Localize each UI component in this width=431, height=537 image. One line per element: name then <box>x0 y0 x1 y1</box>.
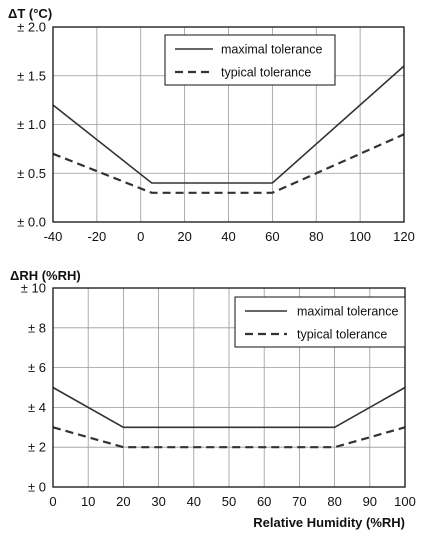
x-tick-label: 120 <box>393 229 415 244</box>
maximal-tolerance-line <box>52 65 405 184</box>
x-tick-label: 40 <box>187 494 201 509</box>
x-tick-label: 10 <box>81 494 95 509</box>
y-tick-label: ± 2.0 <box>17 20 46 35</box>
x-tick-label: 0 <box>49 494 56 509</box>
y-tick-label: ± 0.5 <box>17 166 46 181</box>
plot-frame <box>52 287 406 488</box>
x-axis-title: Relative Humidity (%RH) <box>253 515 405 530</box>
y-tick-label: ± 1.5 <box>17 68 46 83</box>
y-tick-label: ± 6 <box>28 360 46 375</box>
y-tick-label: ± 10 <box>21 281 46 296</box>
legend-entry: maximal tolerance <box>221 43 322 57</box>
legend-entry: maximal tolerance <box>297 305 398 319</box>
x-tick-label: 20 <box>177 229 191 244</box>
y-axis-title: ΔT (°C) <box>8 6 52 21</box>
temperature-tolerance-chart: -40 -20 0 20 40 60 80 100 120 ± 0.0 ± 0.5 ± 1.0 ± 1.… <box>8 6 415 244</box>
x-tick-label: 100 <box>349 229 371 244</box>
x-tick-label: 100 <box>394 494 416 509</box>
y-tick-label: ± 8 <box>28 320 46 335</box>
legend-box <box>234 296 406 348</box>
y-axis-title: ΔRH (%RH) <box>10 268 81 283</box>
x-tick-label: 0 <box>137 229 144 244</box>
x-tick-label: -20 <box>87 229 106 244</box>
y-tick-label: ± 2 <box>28 440 46 455</box>
x-tick-label: 20 <box>116 494 130 509</box>
y-tick-label: ± 4 <box>28 400 46 415</box>
humidity-tolerance-chart: 0 10 20 30 40 50 60 70 80 90 100 ± 0 ± 2 ± 4 ± 6 ± 8 ± 1… <box>10 268 416 530</box>
y-tick-label: ± 0.0 <box>17 215 46 230</box>
x-tick-label: 60 <box>257 494 271 509</box>
x-tick-label: 40 <box>221 229 235 244</box>
x-tick-label: 60 <box>265 229 279 244</box>
x-tick-label: -40 <box>44 229 63 244</box>
legend: maximal tolerance typical tolerance <box>164 34 336 86</box>
y-tick-label: ± 0 <box>28 480 46 495</box>
typical-tolerance-line <box>52 133 405 194</box>
legend-box <box>164 34 336 86</box>
plot-frame <box>52 26 405 223</box>
x-tick-label: 50 <box>222 494 236 509</box>
x-tick-label: 30 <box>151 494 165 509</box>
legend-entry: typical tolerance <box>297 328 387 342</box>
legend-entry: typical tolerance <box>221 66 311 80</box>
maximal-tolerance-line <box>52 386 406 429</box>
x-tick-label: 70 <box>292 494 306 509</box>
x-tick-label: 90 <box>363 494 377 509</box>
x-tick-label: 80 <box>309 229 323 244</box>
x-tick-label: 80 <box>327 494 341 509</box>
legend: maximal tolerance typical tolerance <box>234 296 406 348</box>
y-tick-label: ± 1.0 <box>17 117 46 132</box>
